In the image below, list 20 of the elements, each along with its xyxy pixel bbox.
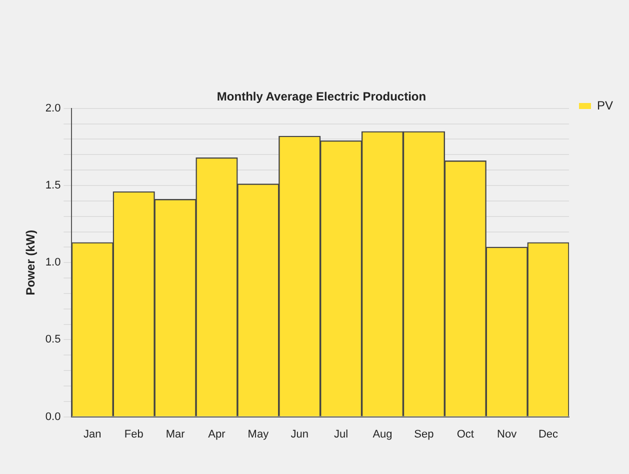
y-tick-label: 0.5 [45, 334, 61, 346]
x-tick-label: Aug [372, 428, 392, 440]
x-tick-label: Nov [497, 428, 518, 440]
x-tick-label: Jan [84, 428, 102, 440]
y-axis-title: Power (kW) [24, 230, 38, 296]
x-tick-label: May [248, 428, 270, 440]
y-tick-label: 0.0 [45, 410, 61, 423]
x-tick-label: Jul [334, 428, 348, 440]
x-tick-label: Jun [290, 428, 308, 440]
chart-title: Monthly Average Electric Production [216, 90, 426, 104]
x-tick-label: Dec [538, 428, 559, 440]
x-tick-label: Feb [124, 428, 144, 440]
x-tick-label: Sep [414, 428, 434, 440]
legend-label: PV [596, 98, 614, 112]
x-tick-label: Mar [166, 428, 186, 440]
y-tick-label: 2.0 [45, 102, 61, 114]
x-tick-label: Apr [208, 428, 226, 440]
y-tick-label: 1.5 [45, 180, 61, 192]
y-tick-label: 1.0 [45, 256, 61, 269]
x-tick-label: Oct [456, 428, 474, 440]
